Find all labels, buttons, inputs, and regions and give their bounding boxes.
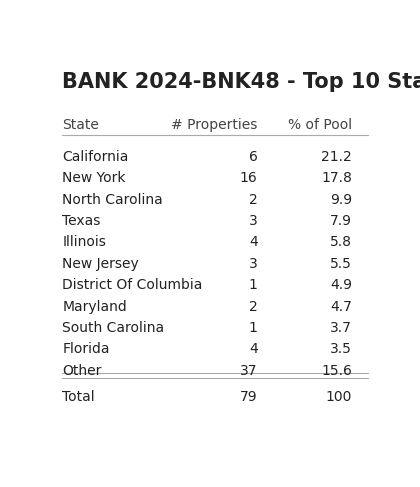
Text: California: California [62, 150, 129, 164]
Text: 3: 3 [249, 257, 257, 271]
Text: Illinois: Illinois [62, 235, 106, 249]
Text: State: State [62, 118, 99, 132]
Text: 1: 1 [249, 278, 257, 292]
Text: BANK 2024-BNK48 - Top 10 States: BANK 2024-BNK48 - Top 10 States [62, 72, 420, 92]
Text: 3: 3 [249, 214, 257, 228]
Text: 2: 2 [249, 193, 257, 206]
Text: Florida: Florida [62, 342, 110, 356]
Text: 2: 2 [249, 300, 257, 314]
Text: 15.6: 15.6 [321, 364, 352, 378]
Text: 5.8: 5.8 [330, 235, 352, 249]
Text: 17.8: 17.8 [321, 171, 352, 186]
Text: 4: 4 [249, 235, 257, 249]
Text: 37: 37 [240, 364, 257, 378]
Text: # Properties: # Properties [171, 118, 257, 132]
Text: New York: New York [62, 171, 126, 186]
Text: Other: Other [62, 364, 102, 378]
Text: North Carolina: North Carolina [62, 193, 163, 206]
Text: % of Pool: % of Pool [288, 118, 352, 132]
Text: Total: Total [62, 390, 95, 404]
Text: 16: 16 [240, 171, 257, 186]
Text: Texas: Texas [62, 214, 101, 228]
Text: 3.7: 3.7 [330, 321, 352, 335]
Text: 5.5: 5.5 [330, 257, 352, 271]
Text: 9.9: 9.9 [330, 193, 352, 206]
Text: 3.5: 3.5 [330, 342, 352, 356]
Text: 4.7: 4.7 [330, 300, 352, 314]
Text: 100: 100 [326, 390, 352, 404]
Text: 79: 79 [240, 390, 257, 404]
Text: 21.2: 21.2 [321, 150, 352, 164]
Text: 4: 4 [249, 342, 257, 356]
Text: New Jersey: New Jersey [62, 257, 139, 271]
Text: 6: 6 [249, 150, 257, 164]
Text: District Of Columbia: District Of Columbia [62, 278, 202, 292]
Text: South Carolina: South Carolina [62, 321, 164, 335]
Text: Maryland: Maryland [62, 300, 127, 314]
Text: 7.9: 7.9 [330, 214, 352, 228]
Text: 1: 1 [249, 321, 257, 335]
Text: 4.9: 4.9 [330, 278, 352, 292]
